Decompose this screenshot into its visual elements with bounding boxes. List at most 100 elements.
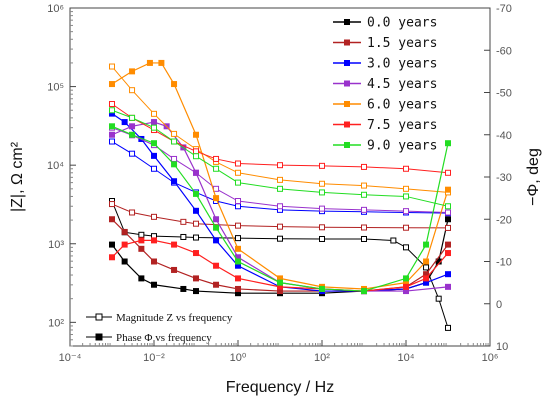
legend-marker — [344, 80, 350, 87]
legend-marker — [344, 39, 350, 46]
phase-point — [403, 283, 409, 290]
inner-legend-label: Phase Φ vs frequency — [116, 332, 212, 344]
phase-point — [361, 288, 367, 295]
magnitude-point — [235, 169, 241, 176]
magnitude-point — [361, 182, 367, 189]
phase-point — [445, 140, 451, 147]
magnitude-point — [193, 153, 199, 160]
phase-point — [129, 68, 136, 75]
phase-point — [213, 224, 220, 231]
y-right-tick-label: 0 — [496, 299, 502, 311]
magnitude-point — [277, 203, 283, 210]
phase-point — [121, 119, 128, 126]
phase-point — [109, 216, 115, 223]
phase-point — [151, 119, 157, 126]
magnitude-point — [171, 138, 178, 145]
phase-point — [235, 285, 241, 292]
magnitude-point — [213, 155, 220, 162]
magnitude-point — [235, 235, 241, 242]
phase-point — [193, 190, 199, 197]
magnitude-point — [193, 234, 199, 241]
x-tick-label: 10⁶ — [482, 352, 499, 364]
phase-point — [158, 59, 165, 66]
x-tick-label: 10⁻² — [143, 352, 165, 364]
phase-point — [129, 131, 136, 138]
phase-point — [171, 81, 178, 88]
phase-point — [109, 131, 115, 138]
magnitude-point — [180, 218, 187, 225]
magnitude-point — [151, 110, 157, 117]
magnitude-point — [403, 193, 409, 200]
phase-point — [146, 59, 153, 66]
magnitude-point — [277, 176, 283, 183]
phase-point — [213, 195, 220, 202]
legend-entry-label: 6.0 years — [367, 98, 437, 113]
magnitude-line-5 — [111, 103, 449, 174]
magnitude-line-4 — [111, 66, 449, 193]
phase-point — [277, 279, 283, 286]
phase-point — [193, 207, 199, 214]
inner-legend-marker — [95, 333, 103, 341]
magnitude-line-3 — [111, 127, 449, 213]
legend-entry-label: 3.0 years — [367, 57, 437, 72]
magnitude-point — [361, 163, 367, 170]
magnitude-point — [109, 107, 115, 114]
inner-legend-label: Magnitude Z vs frequency — [116, 312, 233, 324]
y-right-tick-label: -50 — [496, 88, 512, 100]
phase-point — [138, 237, 145, 244]
phase-point — [151, 152, 157, 159]
magnitude-point — [445, 324, 451, 331]
magnitude-point — [390, 237, 397, 244]
phase-point — [445, 241, 451, 248]
magnitude-point — [277, 185, 283, 192]
magnitude-point — [445, 224, 451, 231]
magnitude-point — [129, 114, 136, 121]
magnitude-point — [129, 150, 136, 157]
magnitude-point — [235, 160, 241, 167]
y-axis-right: -70 -60 -50 -40 -30 -20 -10 0 10 — [484, 3, 512, 353]
phase-point — [213, 216, 220, 223]
phase-point — [235, 258, 241, 265]
y-axis-left-title: |Z|, Ω cm² — [9, 141, 26, 212]
phase-point — [121, 258, 128, 265]
phase-point — [193, 250, 199, 257]
magnitude-point — [361, 224, 367, 231]
y-right-tick-label: -40 — [496, 130, 512, 142]
phase-point — [151, 237, 157, 244]
magnitude-point — [445, 169, 451, 176]
phase-point — [151, 281, 157, 288]
phase-point — [171, 161, 178, 168]
magnitude-point — [403, 208, 409, 215]
phase-point — [180, 285, 187, 292]
phase-point — [445, 250, 451, 257]
magnitude-point — [213, 165, 220, 172]
x-tick-label: 10⁰ — [230, 352, 247, 364]
magnitude-point — [403, 165, 409, 172]
magnitude-point — [171, 155, 178, 162]
magnitude-point — [277, 235, 283, 242]
phase-point — [109, 81, 115, 88]
x-tick-label: 10⁻⁴ — [59, 352, 82, 364]
legend-entry-label: 7.5 years — [367, 118, 437, 133]
phase-point — [445, 216, 451, 223]
phase-point — [423, 258, 430, 265]
phase-point — [193, 275, 199, 282]
phase-point — [151, 140, 157, 147]
series-layer — [109, 59, 451, 331]
y-right-tick-label: -10 — [496, 257, 512, 269]
phase-point — [109, 241, 115, 248]
phase-point — [235, 245, 241, 252]
y-axis-right-title: −Φ, deg — [525, 148, 542, 206]
magnitude-point — [180, 233, 187, 240]
legend-entry-label: 1.5 years — [367, 36, 437, 51]
legend-marker — [344, 101, 350, 107]
phase-point — [213, 262, 220, 269]
phase-point — [109, 123, 115, 130]
magnitude-point — [193, 148, 199, 155]
legend-marker — [344, 19, 350, 25]
phase-point — [138, 245, 145, 252]
x-tick-label: 10² — [314, 352, 330, 364]
magnitude-point — [319, 189, 325, 196]
phase-point — [403, 275, 409, 282]
